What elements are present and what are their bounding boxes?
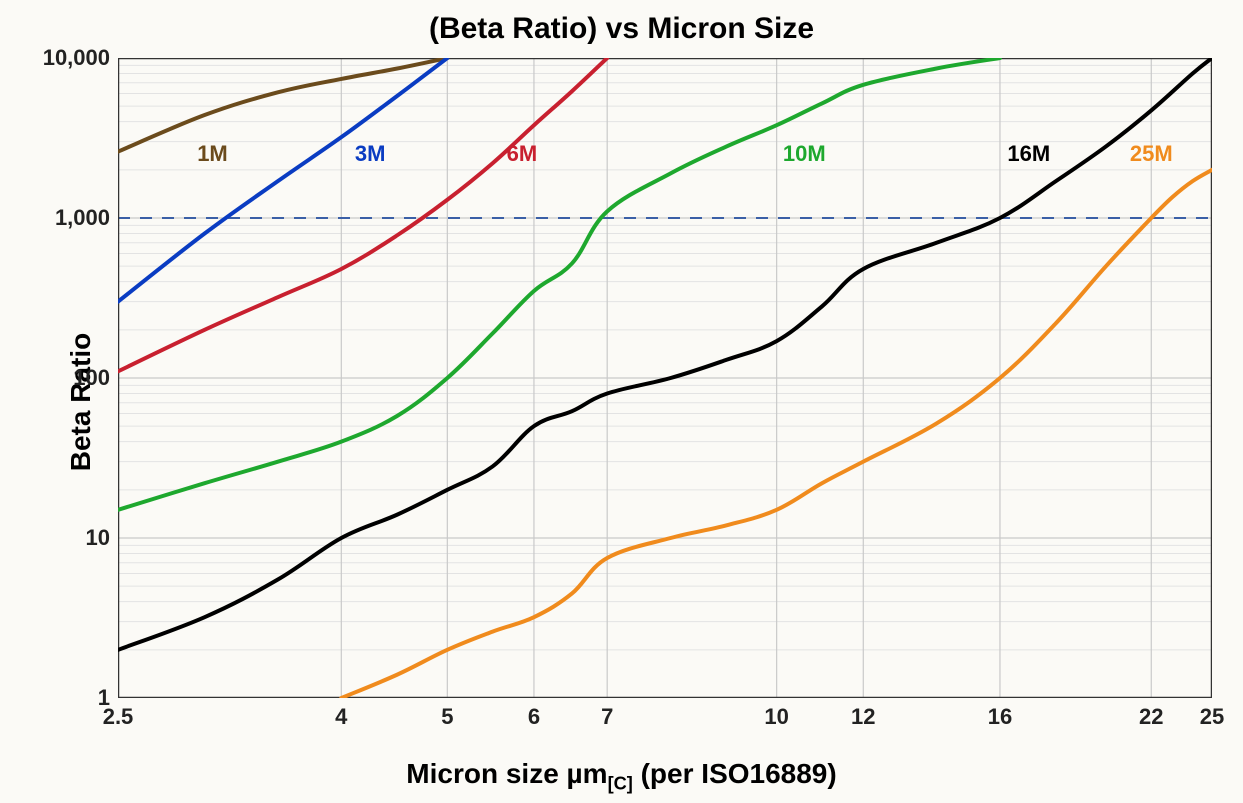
series-label-10M: 10M xyxy=(783,141,826,167)
x-tick: 2.5 xyxy=(103,704,134,730)
x-tick: 5 xyxy=(441,704,453,730)
y-axis-label: Beta Ratio xyxy=(65,332,97,470)
series-label-16M: 16M xyxy=(1007,141,1050,167)
x-tick: 7 xyxy=(601,704,613,730)
series-1M xyxy=(118,58,447,152)
y-tick: 1,000 xyxy=(55,205,110,231)
series-3M xyxy=(118,58,447,302)
x-tick: 16 xyxy=(988,704,1012,730)
chart-title: (Beta Ratio) vs Micron Size xyxy=(0,12,1243,46)
x-axis-label: Micron size µm[C] (per ISO16889) xyxy=(0,758,1243,795)
x-tick: 25 xyxy=(1200,704,1224,730)
x-tick: 10 xyxy=(764,704,788,730)
series-label-1M: 1M xyxy=(197,141,228,167)
y-tick: 10,000 xyxy=(43,45,110,71)
series-label-6M: 6M xyxy=(507,141,538,167)
x-tick: 22 xyxy=(1139,704,1163,730)
y-tick: 10 xyxy=(86,525,110,551)
x-tick: 6 xyxy=(528,704,540,730)
x-tick: 12 xyxy=(851,704,875,730)
series-label-25M: 25M xyxy=(1130,141,1173,167)
series-label-3M: 3M xyxy=(355,141,386,167)
x-tick: 4 xyxy=(335,704,347,730)
beta-ratio-chart: (Beta Ratio) vs Micron Size Beta Ratio M… xyxy=(0,0,1243,803)
y-tick: 100 xyxy=(73,365,110,391)
